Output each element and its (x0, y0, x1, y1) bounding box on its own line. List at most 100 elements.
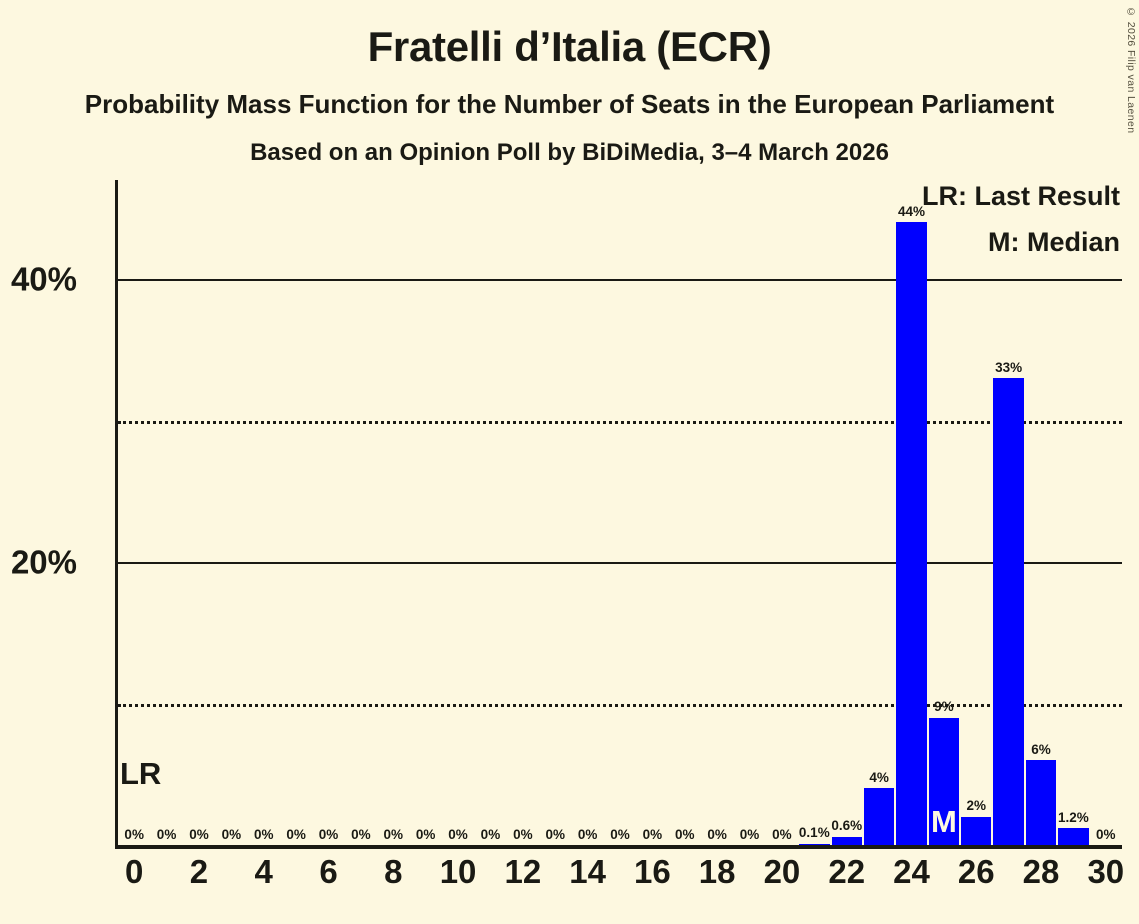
bar-slot: 0% (766, 180, 798, 845)
bar-slot: 33% (992, 180, 1024, 845)
bar-value-label: 0% (642, 826, 663, 842)
bar[interactable] (831, 836, 862, 845)
page-title: Fratelli d’Italia (ECR) (367, 23, 772, 70)
median-marker: M (930, 804, 957, 839)
bar-value-label: 0.1% (798, 825, 830, 841)
bar-slot: 0.6% (831, 180, 863, 845)
bar-value-label: 0% (707, 826, 727, 842)
bar-slot: 6% (1025, 180, 1057, 845)
bar-slot: 0% (345, 180, 377, 845)
bar-value-label: 2% (966, 798, 987, 814)
bar-value-label: 0% (1096, 826, 1116, 842)
x-tick-label-8: 8 (384, 853, 403, 890)
bar-value-label: 0% (124, 826, 144, 842)
bar-slot: 0% (474, 180, 506, 845)
bar[interactable] (1058, 828, 1089, 845)
gridline-10 (118, 703, 1122, 707)
bar-slot: 0% (507, 180, 539, 845)
gridline-20 (118, 562, 1122, 565)
bar-value-label: 33% (995, 359, 1023, 375)
bar-slot: 0% (701, 180, 733, 845)
title-block: Fratelli d’Italia (ECR) Probability Mass… (0, 0, 1139, 165)
chart-source-note: Based on an Opinion Poll by BiDiMedia, 3… (250, 139, 889, 166)
gridline-30 (118, 420, 1122, 424)
bar-value-label: 0% (448, 826, 468, 842)
legend-item-last-result: LR: Last Result (921, 181, 1120, 211)
bar[interactable] (896, 222, 927, 845)
bar-slot: 1.2% (1057, 180, 1089, 845)
bar-value-label: 0% (675, 826, 695, 842)
bar[interactable] (961, 816, 992, 845)
copyright-notice: © 2026 Filip van Laenen (1125, 6, 1137, 134)
last-result-marker: LR (120, 756, 162, 791)
bar-value-label: 0% (189, 826, 209, 842)
bar-value-label: 0% (351, 826, 371, 842)
bar-slot: 0% (150, 180, 182, 845)
x-axis-line (115, 845, 1122, 849)
x-tick-label-18: 18 (698, 853, 736, 890)
bar-slot: 0% (312, 180, 344, 845)
bar[interactable] (863, 788, 895, 845)
bar-value-label: 0% (513, 826, 533, 842)
x-tick-label-24: 24 (893, 853, 930, 890)
x-tick-label-16: 16 (634, 853, 671, 890)
bar-value-label: 0% (545, 826, 565, 842)
bar-slot: 0% (539, 180, 571, 845)
bar[interactable] (799, 843, 830, 845)
bar-value-label: 6% (1031, 741, 1051, 757)
legend-item-median: M: Median (988, 227, 1120, 257)
y-tick-label-20: 20% (10, 543, 77, 581)
y-axis-line (115, 180, 118, 848)
x-tick-label-6: 6 (319, 853, 338, 890)
bar-slot: 0% (1090, 180, 1122, 845)
x-tick-label-30: 30 (1087, 853, 1125, 890)
bar[interactable] (993, 378, 1024, 845)
bar-slot: 0% (669, 180, 701, 845)
bar-value-label: 0% (480, 826, 501, 842)
chart-subtitle: Probability Mass Function for the Number… (84, 89, 1055, 119)
bar-slot: 0% (248, 180, 280, 845)
x-tick-label-12: 12 (504, 853, 542, 890)
bar-value-label: 1.2% (1058, 809, 1089, 825)
plot-area: 40% 20% 0% 0% 0% 0% 0% 0% 0% 0% 0% 0% 0% 0% 0% 0% 0% 0% 0… (11, 180, 1122, 849)
x-tick-label-4: 4 (254, 853, 273, 890)
bar-value-label: 4% (869, 769, 889, 785)
bar-slot: 9% M (928, 180, 960, 845)
bar-slot: 0% (280, 180, 312, 845)
x-tick-label-0: 0 (125, 853, 144, 890)
bar-value-label: 0% (253, 826, 274, 842)
bar-slot: 0% (118, 180, 150, 845)
bar[interactable] (928, 717, 960, 845)
bar-value-label: 0% (383, 826, 404, 842)
bar-value-label: 0% (286, 826, 306, 842)
bar-value-label: 0% (772, 826, 792, 842)
bar-value-label: 0% (156, 826, 177, 842)
bar-slot: 0% (636, 180, 668, 845)
bar-slot: 2% (960, 180, 992, 845)
bar-value-label: 0.6% (831, 818, 863, 834)
y-tick-label-40: 40% (10, 260, 77, 298)
bar-slot: 44% (895, 180, 927, 845)
bar-value-label: 0% (577, 826, 598, 842)
bar-value-label: 0% (221, 826, 242, 842)
x-tick-label-2: 2 (189, 853, 209, 890)
bar-slot: 0% (442, 180, 474, 845)
bar-slot: 0% (571, 180, 603, 845)
bar[interactable] (1025, 760, 1057, 845)
x-tick-label-26: 26 (957, 853, 995, 890)
bar-slot: 0% (409, 180, 441, 845)
bar-value-label: 0% (318, 826, 339, 842)
bar-value-label: 9% (934, 699, 954, 715)
bar-slot: 0% (215, 180, 247, 845)
x-tick-label-20: 20 (763, 853, 801, 890)
bar-slot: 0% (733, 180, 765, 845)
x-tick-label-14: 14 (569, 853, 606, 890)
bar-slot: 0% (183, 180, 215, 845)
bar-slot: 0.1% (798, 180, 830, 845)
gridline-40 (118, 279, 1122, 282)
bar-value-label: 0% (739, 826, 760, 842)
bar-value-label: 44% (897, 203, 925, 219)
bar-slot: 4% (863, 180, 895, 845)
x-tick-label-28: 28 (1022, 853, 1060, 890)
